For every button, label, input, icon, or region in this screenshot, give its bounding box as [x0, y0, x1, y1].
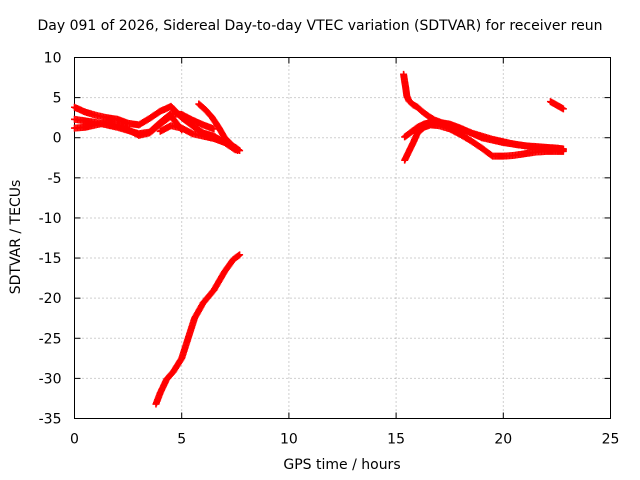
series-arc-e: [195, 100, 241, 155]
series-arc-j: [546, 98, 567, 113]
y-tick-label: -30: [39, 371, 62, 387]
x-axis-label: GPS time / hours: [283, 457, 401, 473]
y-tick-label: -25: [39, 331, 62, 347]
data-point: [235, 252, 243, 260]
y-tick-label: -10: [39, 211, 62, 227]
data-point: [559, 105, 567, 113]
y-tick-label: -20: [39, 291, 62, 307]
x-tick-label: 0: [70, 432, 79, 448]
x-tick-label: 5: [177, 432, 186, 448]
grid: [74, 57, 611, 419]
y-tick-label: -15: [39, 251, 62, 267]
data-point: [232, 145, 240, 153]
x-tick-label: 15: [387, 432, 405, 448]
data-point: [236, 251, 244, 259]
y-tick-label: 5: [53, 91, 62, 107]
y-tick-label: 10: [44, 51, 62, 67]
series-arc-i: [401, 118, 567, 153]
series-arc-c: [71, 112, 186, 139]
y-tick-label: -35: [39, 412, 62, 428]
data-point: [233, 147, 241, 155]
y-tick-label: 0: [53, 131, 62, 147]
series-arc-d: [156, 122, 244, 155]
y-axis-label: SDTVAR / TECUs: [8, 179, 24, 295]
data-marks: [71, 70, 567, 408]
series-arc-f: [152, 251, 244, 408]
plot-frame: [74, 57, 611, 419]
chart-title: Day 091 of 2026, Sidereal Day-to-day VTE…: [37, 18, 603, 34]
axis-ticks: 10 5 0 -5 -10 -15 -20 -25 -30 -35 0 5 10 15 20 25: [39, 51, 620, 448]
data-point: [559, 145, 567, 153]
y-tick-label: -5: [48, 171, 62, 187]
x-tick-label: 20: [494, 432, 512, 448]
series-arc-h: [401, 121, 567, 164]
x-tick-label: 10: [280, 432, 298, 448]
x-tick-label: 25: [602, 432, 620, 448]
